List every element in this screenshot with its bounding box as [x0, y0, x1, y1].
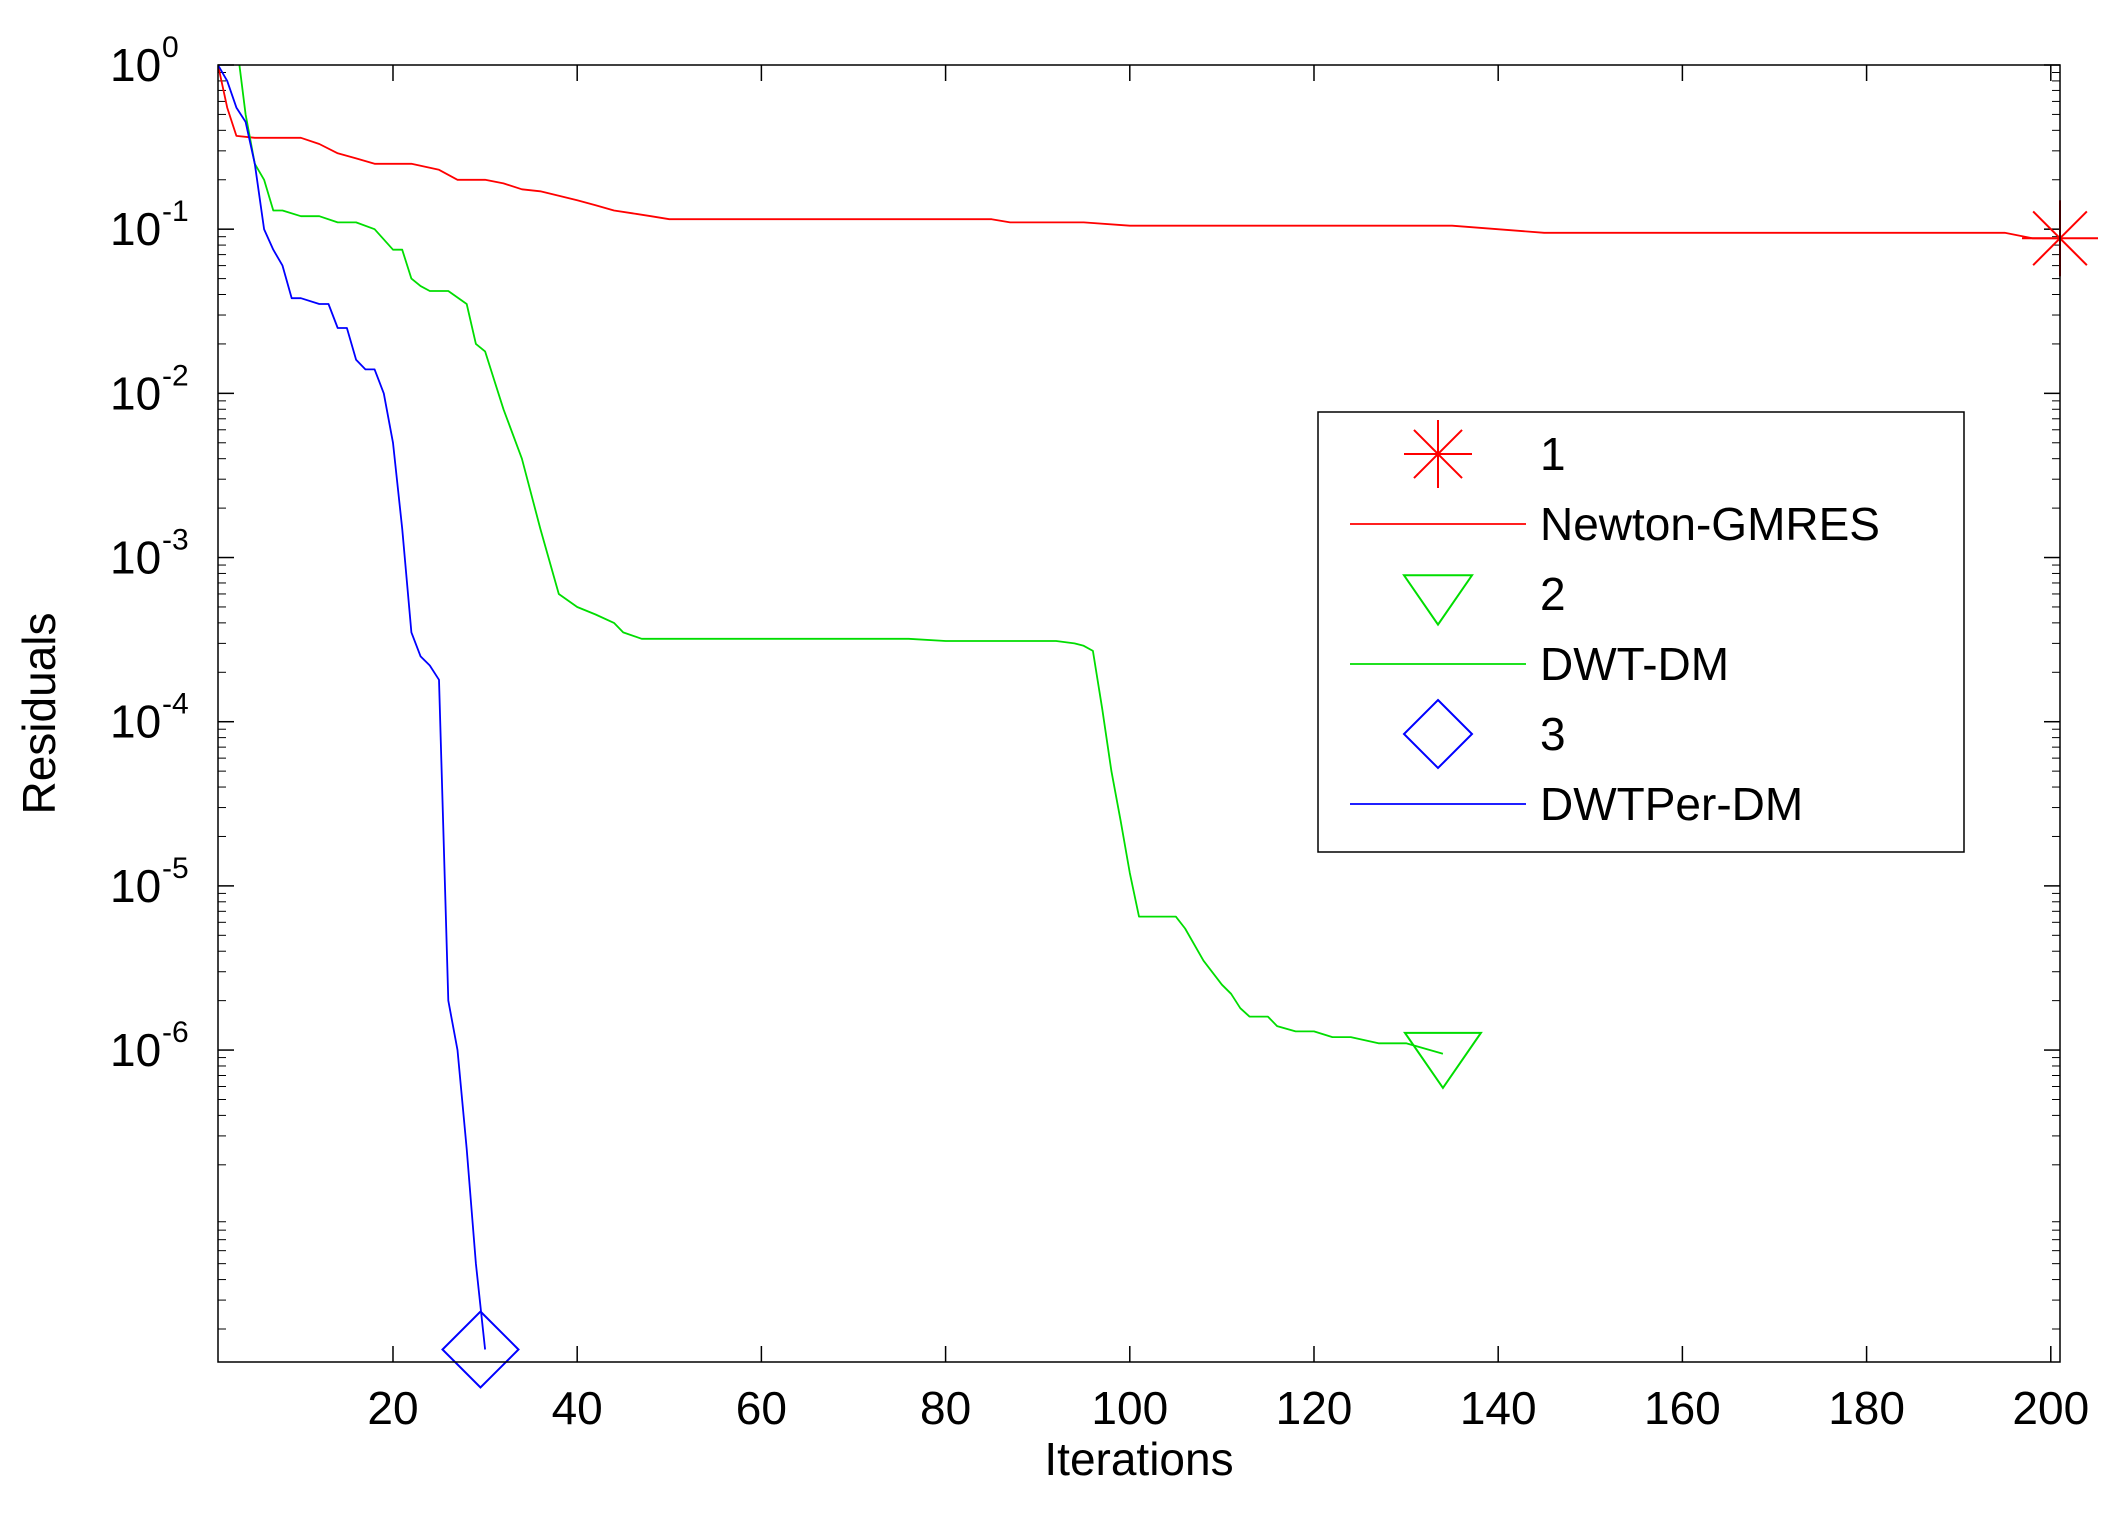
legend-entry: DWT-DM [1350, 638, 1729, 690]
y-tick-base: 10 [110, 696, 161, 748]
legend-asterisk-icon [1404, 420, 1472, 488]
diamond-end-marker [441, 1310, 520, 1389]
triangle-down-end-marker [1403, 1031, 1483, 1090]
legend-triangle-down-icon [1402, 574, 1474, 627]
series-lines [218, 65, 2060, 1350]
x-tick-labels: 20 40 60 80 100 120 140 160 180 200 [367, 1382, 2089, 1434]
legend: 1 Newton-GMRES 2 DWT-DM 3 DWTPer-DM [1317, 411, 1965, 853]
y-tick-base: 10 [110, 532, 161, 584]
legend-label: 2 [1540, 568, 1566, 620]
axis-ticks [218, 64, 2060, 1362]
x-tick-label: 200 [2012, 1382, 2089, 1434]
y-tick-label: 10 0 [110, 31, 179, 91]
x-tick-label: 180 [1828, 1382, 1905, 1434]
legend-label: Newton-GMRES [1540, 498, 1880, 550]
series-line-dwt-dm [218, 65, 1444, 1055]
x-tick-label: 100 [1091, 1382, 1168, 1434]
y-tick-label: 10 -4 [110, 688, 189, 748]
y-tick-base: 10 [110, 860, 161, 912]
y-tick-exponent: -3 [162, 524, 189, 557]
y-tick-base: 10 [110, 39, 161, 91]
legend-diamond-icon [1402, 698, 1474, 770]
legend-box [1317, 411, 1965, 853]
legend-entry: DWTPer-DM [1350, 778, 1803, 830]
legend-label: DWTPer-DM [1540, 778, 1803, 830]
y-tick-label: 10 -2 [110, 359, 189, 419]
plot-frame [217, 64, 2061, 1363]
legend-entry: 2 [1402, 568, 1566, 627]
y-tick-exponent: -2 [162, 359, 189, 392]
x-tick-label: 20 [367, 1382, 418, 1434]
legend-label: 3 [1540, 708, 1566, 760]
x-tick-label: 160 [1644, 1382, 1721, 1434]
y-tick-label: 10 -1 [110, 195, 189, 255]
y-axis-title: Residuals [13, 613, 65, 815]
legend-entry: 1 [1404, 420, 1566, 488]
y-tick-exponent: -5 [162, 852, 189, 885]
x-tick-label: 120 [1276, 1382, 1353, 1434]
legend-entry: Newton-GMRES [1350, 498, 1880, 550]
y-tick-base: 10 [110, 203, 161, 255]
y-tick-exponent: 0 [162, 31, 179, 64]
x-axis-title: Iterations [1044, 1433, 1233, 1485]
x-tick-label: 40 [552, 1382, 603, 1434]
y-tick-base: 10 [110, 367, 161, 419]
legend-label: DWT-DM [1540, 638, 1729, 690]
series-line-dwtper-dm [218, 65, 486, 1350]
y-tick-exponent: -4 [162, 688, 189, 721]
y-tick-label: 10 -5 [110, 852, 189, 912]
asterisk-stroke [1413, 429, 1463, 479]
y-tick-base: 10 [110, 1024, 161, 1076]
x-tick-label: 140 [1460, 1382, 1537, 1434]
legend-entry: 3 [1402, 698, 1566, 770]
x-tick-label: 80 [920, 1382, 971, 1434]
x-tick-label: 60 [736, 1382, 787, 1434]
y-tick-exponent: -1 [162, 195, 189, 228]
y-tick-label: 10 -6 [110, 1016, 189, 1076]
series-line-newton-gmres [218, 65, 2060, 240]
y-tick-exponent: -6 [162, 1016, 189, 1049]
legend-label: 1 [1540, 428, 1566, 480]
y-tick-label: 10 -3 [110, 524, 189, 584]
